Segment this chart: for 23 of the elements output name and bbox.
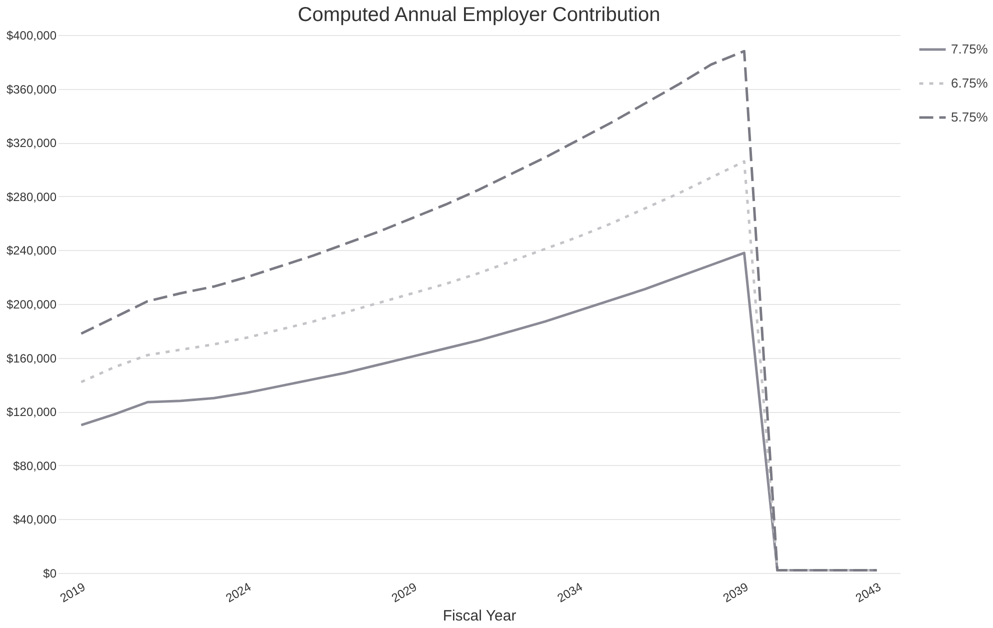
y-tick-label: $360,000: [6, 82, 57, 96]
y-tick-label: $200,000: [6, 298, 57, 312]
x-tick-label: 2034: [554, 580, 586, 606]
y-tick-label: $40,000: [13, 512, 57, 527]
line-series: [80, 50, 878, 572]
y-tick-label: $240,000: [6, 244, 57, 258]
y-tick-label: $400,000: [6, 28, 57, 42]
y-tick-label: $0: [43, 566, 57, 580]
y-tick-label: $280,000: [6, 190, 57, 204]
x-axis-title: Fiscal Year: [442, 607, 516, 624]
y-tick-label: $160,000: [6, 351, 57, 366]
legend-label: 5.75%: [951, 110, 988, 124]
y-tick-label: $120,000: [6, 405, 57, 420]
x-tick-label: 2024: [223, 580, 254, 606]
y-tick-label: $320,000: [6, 136, 57, 150]
legend-label: 7.75%: [951, 42, 988, 56]
chart-title: Computed Annual Employer Contribution: [298, 4, 660, 26]
legend-label: 6.75%: [951, 76, 988, 90]
x-tick-label: 2039: [720, 580, 751, 606]
y-tick-label: $80,000: [13, 458, 57, 473]
x-tick-label: 2043: [853, 580, 884, 606]
x-tick-label: 2019: [58, 580, 88, 606]
x-tick-label: 2029: [389, 580, 420, 606]
